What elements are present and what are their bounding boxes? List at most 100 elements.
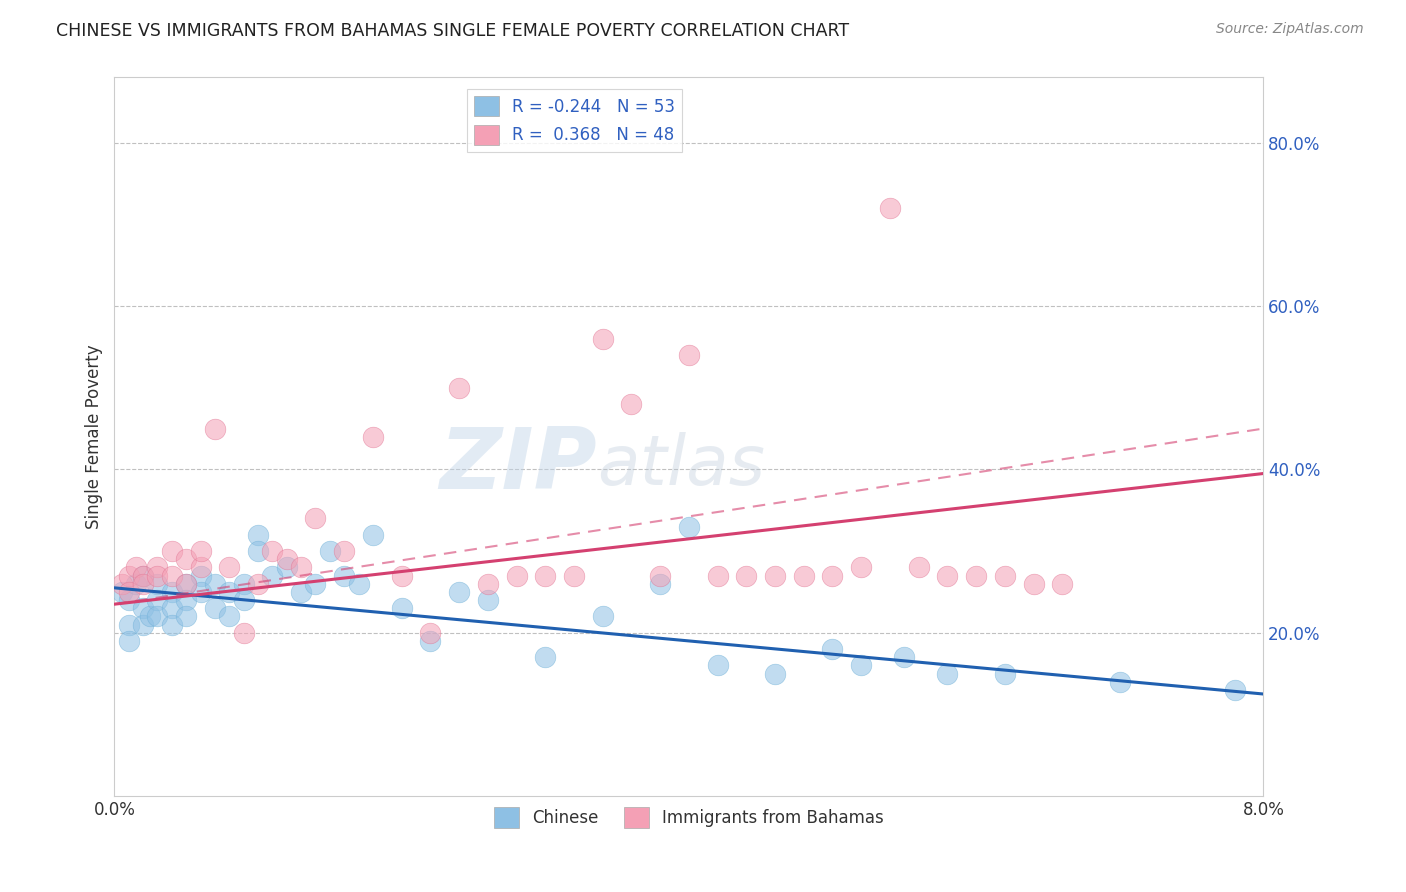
Point xyxy=(419,634,441,648)
Point xyxy=(678,348,700,362)
Point xyxy=(851,560,873,574)
Point xyxy=(1108,674,1130,689)
Point xyxy=(190,568,212,582)
Point xyxy=(118,617,141,632)
Point xyxy=(118,585,141,599)
Point xyxy=(160,617,183,632)
Point xyxy=(706,568,728,582)
Point xyxy=(118,634,141,648)
Point xyxy=(678,519,700,533)
Point xyxy=(965,568,987,582)
Point xyxy=(232,576,254,591)
Point xyxy=(477,576,499,591)
Point xyxy=(994,568,1017,582)
Point xyxy=(132,601,155,615)
Point xyxy=(793,568,815,582)
Text: Source: ZipAtlas.com: Source: ZipAtlas.com xyxy=(1216,22,1364,37)
Point xyxy=(879,201,901,215)
Point xyxy=(650,568,672,582)
Point xyxy=(174,593,197,607)
Point xyxy=(146,560,169,574)
Point xyxy=(232,593,254,607)
Point xyxy=(1052,576,1074,591)
Point xyxy=(125,560,148,574)
Point xyxy=(262,568,284,582)
Point xyxy=(319,544,342,558)
Point xyxy=(146,609,169,624)
Point xyxy=(132,576,155,591)
Point xyxy=(763,568,786,582)
Point xyxy=(304,511,326,525)
Point xyxy=(247,544,270,558)
Point xyxy=(735,568,758,582)
Point xyxy=(160,544,183,558)
Point xyxy=(936,568,959,582)
Text: atlas: atlas xyxy=(598,432,765,499)
Point xyxy=(1223,682,1246,697)
Point xyxy=(204,421,226,435)
Point xyxy=(110,576,132,591)
Point xyxy=(132,568,155,582)
Point xyxy=(118,593,141,607)
Point xyxy=(204,601,226,615)
Point xyxy=(160,568,183,582)
Point xyxy=(936,666,959,681)
Point xyxy=(218,585,240,599)
Point xyxy=(821,642,844,657)
Point xyxy=(592,609,614,624)
Legend: Chinese, Immigrants from Bahamas: Chinese, Immigrants from Bahamas xyxy=(488,801,890,835)
Point xyxy=(706,658,728,673)
Point xyxy=(190,560,212,574)
Point xyxy=(118,568,141,582)
Point xyxy=(821,568,844,582)
Point xyxy=(1022,576,1045,591)
Point xyxy=(160,585,183,599)
Point xyxy=(907,560,929,574)
Point xyxy=(449,585,471,599)
Point xyxy=(290,585,312,599)
Point xyxy=(304,576,326,591)
Point xyxy=(276,560,298,574)
Point xyxy=(449,381,471,395)
Point xyxy=(110,585,132,599)
Point xyxy=(391,601,413,615)
Point xyxy=(994,666,1017,681)
Point xyxy=(290,560,312,574)
Point xyxy=(419,625,441,640)
Point xyxy=(174,609,197,624)
Point xyxy=(347,576,370,591)
Point xyxy=(132,568,155,582)
Point xyxy=(477,593,499,607)
Point xyxy=(218,560,240,574)
Point xyxy=(204,576,226,591)
Point xyxy=(262,544,284,558)
Point xyxy=(763,666,786,681)
Point xyxy=(505,568,527,582)
Point xyxy=(534,650,557,665)
Point xyxy=(146,593,169,607)
Point xyxy=(333,544,356,558)
Point xyxy=(361,430,384,444)
Point xyxy=(247,528,270,542)
Point xyxy=(146,576,169,591)
Point xyxy=(562,568,585,582)
Point xyxy=(174,552,197,566)
Point xyxy=(361,528,384,542)
Y-axis label: Single Female Poverty: Single Female Poverty xyxy=(86,344,103,529)
Point xyxy=(190,544,212,558)
Point xyxy=(160,601,183,615)
Point xyxy=(592,332,614,346)
Point xyxy=(650,576,672,591)
Point xyxy=(218,609,240,624)
Point xyxy=(190,585,212,599)
Point xyxy=(534,568,557,582)
Point xyxy=(174,576,197,591)
Point xyxy=(174,576,197,591)
Point xyxy=(232,625,254,640)
Point xyxy=(391,568,413,582)
Point xyxy=(146,568,169,582)
Point xyxy=(620,397,643,411)
Point xyxy=(333,568,356,582)
Point xyxy=(132,617,155,632)
Text: CHINESE VS IMMIGRANTS FROM BAHAMAS SINGLE FEMALE POVERTY CORRELATION CHART: CHINESE VS IMMIGRANTS FROM BAHAMAS SINGL… xyxy=(56,22,849,40)
